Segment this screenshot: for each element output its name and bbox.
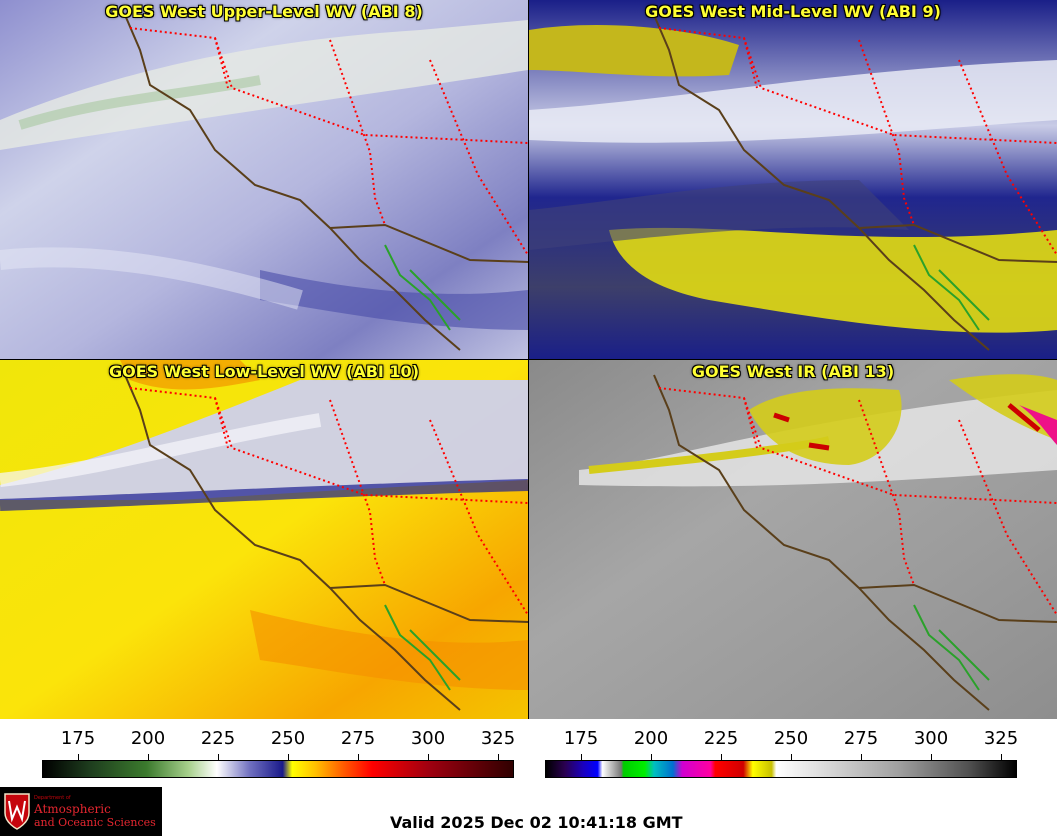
- ir-tick-label: 275: [843, 728, 879, 749]
- mexico-coast: [913, 244, 990, 331]
- wv-tick: [218, 754, 219, 760]
- wv-tick: [358, 754, 359, 760]
- panel-title: GOES West Upper-Level WV (ABI 8): [105, 2, 423, 21]
- coastline: [124, 14, 461, 351]
- ir-tick: [721, 754, 722, 760]
- wv-tick: [428, 754, 429, 760]
- valid-time: Valid 2025 Dec 02 10:41:18 GMT: [390, 813, 683, 832]
- upper-level-wv-image: [0, 0, 528, 359]
- panel-title: GOES West Mid-Level WV (ABI 9): [645, 2, 941, 21]
- low-level-wv-image: [0, 360, 528, 719]
- mexico-coast: [384, 244, 461, 331]
- ir-tick: [581, 754, 582, 760]
- panel-title: GOES West Low-Level WV (ABI 10): [108, 362, 419, 381]
- wv-tick-label: 275: [340, 728, 376, 749]
- panel-title: GOES West IR (ABI 13): [691, 362, 895, 381]
- mid-level-wv-image: [529, 0, 1057, 359]
- wv-tick: [498, 754, 499, 760]
- mexico-coast: [913, 604, 990, 691]
- wv-tick: [288, 754, 289, 760]
- ir-tick-label: 200: [633, 728, 669, 749]
- mexico-coast: [384, 604, 461, 691]
- wv-tick-label: 175: [60, 728, 96, 749]
- coastline: [124, 374, 461, 711]
- ir-colorbar: 175 200 225 250 275 300 325: [529, 720, 1057, 782]
- panel-divider-horizontal: [0, 359, 1057, 360]
- low-level-wv-panel: GOES West Low-Level WV (ABI 10): [0, 360, 528, 719]
- ir-color-scale: [545, 760, 1017, 778]
- ir-tick-label: 300: [913, 728, 949, 749]
- ir-tick: [931, 754, 932, 760]
- ir-tick: [861, 754, 862, 760]
- wv-tick-label: 325: [480, 728, 516, 749]
- wv-tick-label: 300: [410, 728, 446, 749]
- ir-tick-label: 325: [983, 728, 1019, 749]
- wv-colorbar: 175 200 225 250 275 300 325: [0, 720, 528, 782]
- ir-tick: [791, 754, 792, 760]
- wv-tick-label: 225: [200, 728, 236, 749]
- wv-tick-label: 200: [130, 728, 166, 749]
- ir-tick-label: 250: [773, 728, 809, 749]
- ir-image: [529, 360, 1057, 719]
- wv-tick-label: 250: [270, 728, 306, 749]
- uw-crest-icon: [4, 793, 30, 830]
- upper-level-wv-panel: GOES West Upper-Level WV (ABI 8): [0, 0, 528, 359]
- aos-logo: Department of Atmospheric and Oceanic Sc…: [0, 787, 162, 836]
- wv-tick: [78, 754, 79, 760]
- wv-tick: [148, 754, 149, 760]
- ir-panel: GOES West IR (ABI 13): [529, 360, 1057, 719]
- wv-color-scale: [42, 760, 514, 778]
- logo-line-1: Department of: [34, 795, 71, 801]
- coastline: [653, 374, 990, 711]
- ir-tick-label: 175: [563, 728, 599, 749]
- ir-tick: [1001, 754, 1002, 760]
- logo-line-2: Atmospheric: [34, 802, 111, 816]
- ir-tick-label: 225: [703, 728, 739, 749]
- mid-level-wv-panel: GOES West Mid-Level WV (ABI 9): [529, 0, 1057, 359]
- ir-tick: [651, 754, 652, 760]
- coastline: [653, 14, 990, 351]
- logo-line-3: and Oceanic Sciences: [34, 816, 156, 829]
